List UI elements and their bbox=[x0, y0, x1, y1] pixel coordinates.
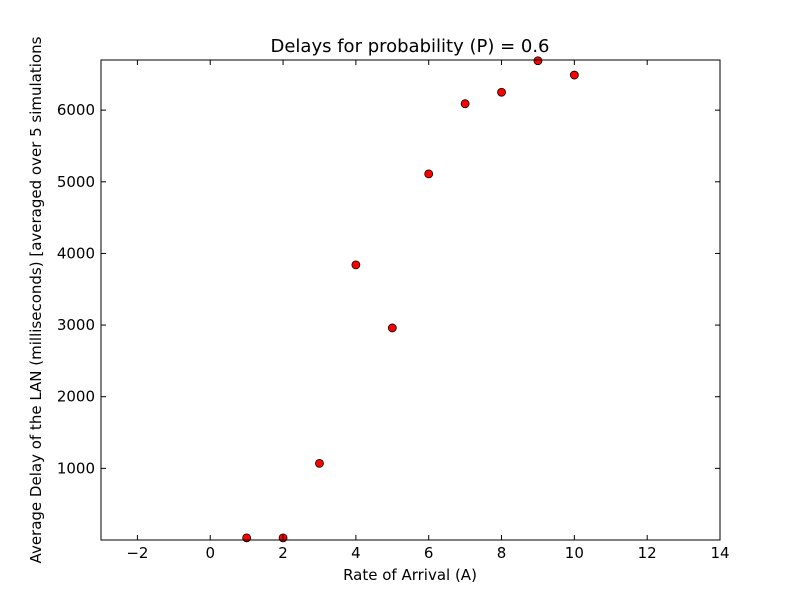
x-tick-label: 0 bbox=[205, 544, 215, 562]
x-tick-label: 4 bbox=[351, 544, 361, 562]
plot-frame bbox=[100, 59, 721, 541]
y-tick-label: 1000 bbox=[57, 459, 95, 477]
data-point bbox=[351, 260, 361, 270]
y-tick-label: 5000 bbox=[57, 173, 95, 191]
data-points bbox=[242, 56, 579, 543]
data-point bbox=[569, 70, 579, 80]
data-point bbox=[497, 87, 506, 97]
data-point bbox=[315, 458, 324, 468]
y-tick-label: 4000 bbox=[57, 244, 95, 262]
data-point bbox=[533, 56, 543, 66]
x-tick-label: 10 bbox=[565, 544, 584, 562]
chart-title: Delays for probability (P) = 0.6 bbox=[271, 36, 550, 57]
y-tick-label: 3000 bbox=[57, 316, 95, 334]
x-tick-label: 14 bbox=[710, 544, 729, 562]
x-tick-label: −2 bbox=[126, 544, 148, 562]
x-tick-label: 6 bbox=[424, 544, 434, 562]
axes: −2 0 2 4 6 8 10 12 14 1000 2000 3000 4000 5000 6000 bbox=[57, 60, 730, 562]
data-point bbox=[387, 323, 397, 333]
x-axis-label: Rate of Arrival (A) bbox=[343, 566, 477, 584]
y-axis-label: Average Delay of the LAN (milliseconds) … bbox=[27, 36, 45, 563]
x-tick-label: 12 bbox=[638, 544, 657, 562]
x-tick-label: 8 bbox=[497, 544, 507, 562]
data-point bbox=[242, 533, 252, 543]
data-point bbox=[424, 169, 434, 179]
y-tick-label: 2000 bbox=[57, 388, 95, 406]
data-point bbox=[460, 99, 470, 109]
y-tick-label: 6000 bbox=[57, 101, 95, 119]
x-tick-label: 2 bbox=[278, 544, 288, 562]
